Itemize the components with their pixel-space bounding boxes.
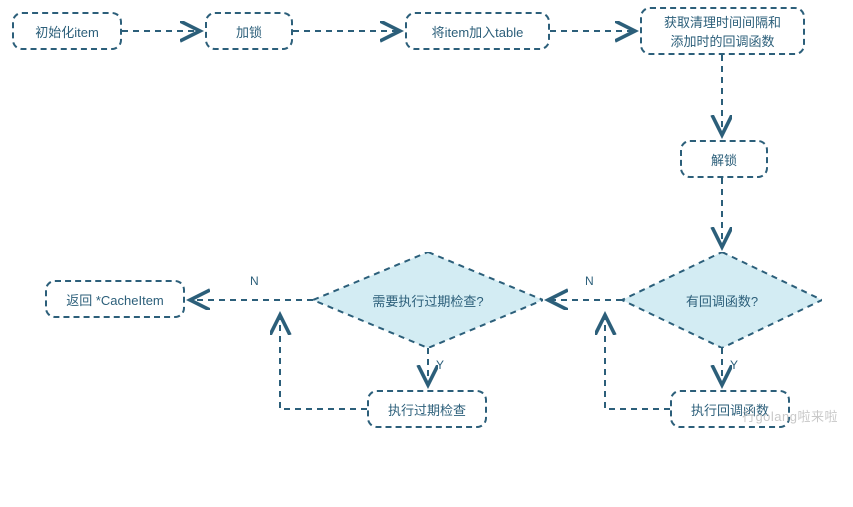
edge-label-n710: N <box>250 274 259 288</box>
node-unlock: 解锁 <box>680 140 768 178</box>
node-need-expire-check: 需要执行过期检查? <box>313 252 543 348</box>
label-has-callback: 有回调函数? <box>622 252 822 348</box>
label-need-expire-check: 需要执行过期检查? <box>313 252 543 348</box>
node-lock: 加锁 <box>205 12 293 50</box>
node-return: 返回 *CacheItem <box>45 280 185 318</box>
node-add-table: 将item加入table <box>405 12 550 50</box>
node-init-item: 初始化item <box>12 12 122 50</box>
node-exec-expire: 执行过期检查 <box>367 390 487 428</box>
edge-label-n79: Y <box>436 358 444 372</box>
watermark: 行golang啦来啦 <box>742 406 838 425</box>
edge-label-n68: Y <box>730 358 738 372</box>
node-has-callback: 有回调函数? <box>622 252 822 348</box>
node-get-interval: 获取清理时间间隔和 添加时的回调函数 <box>640 7 805 55</box>
edge-label-n67: N <box>585 274 594 288</box>
